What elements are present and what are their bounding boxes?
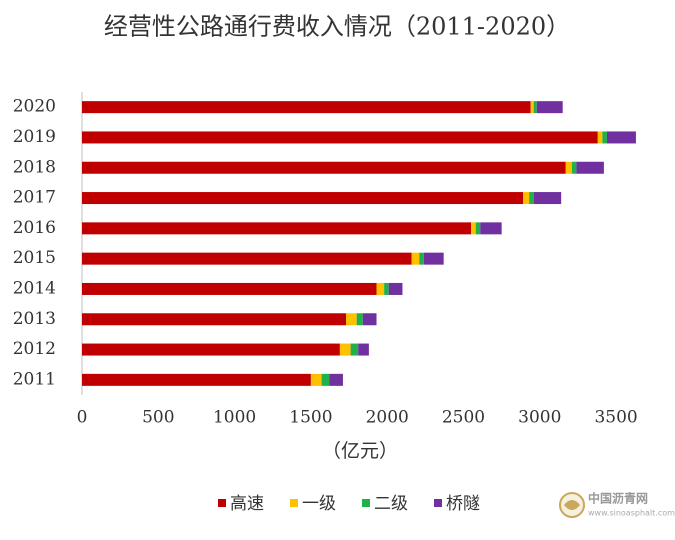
chart-title: 经营性公路通行费收入情况（2011-2020） [104,13,570,41]
legend-label: 桥隧 [446,494,480,514]
bar-segment [376,282,385,295]
legend-label: 高速 [230,494,264,514]
y-tick-label: 2011 [13,369,56,389]
bar-segment [571,161,577,174]
watermark-name: 中国沥青网 [588,491,648,506]
bar-segment [565,161,572,174]
y-tick-label: 2019 [13,127,56,147]
legend-swatch [290,499,298,507]
bar-segment [350,343,359,356]
watermark: 中国沥青网 www.sinoasphalt.com [559,491,675,518]
bar-segment [362,313,377,326]
bar-segment [606,131,636,144]
bar-segment [530,101,534,114]
x-tick-label: 3500 [594,408,637,428]
bar-segment [82,313,346,326]
x-tick-label: 2500 [442,408,485,428]
bar-segment [523,192,530,205]
bar-segment [339,343,351,356]
bar-segment [533,101,537,114]
x-tick-label: 3000 [518,408,561,428]
bar-segment [82,222,472,235]
bar-segment [82,343,340,356]
bar-segment [356,313,363,326]
bar-segment [82,282,377,295]
y-tick-label: 2012 [13,339,56,359]
y-tick-label: 2020 [13,97,56,117]
bar-segment [602,131,607,144]
watermark-logo-mark [564,500,580,510]
x-tick-label: 0 [77,408,88,428]
bar-segment [529,192,534,205]
x-tick-label: 1000 [213,408,256,428]
bar-segment [480,222,502,235]
bar-segment [384,282,389,295]
x-axis-label: （亿元） [322,440,398,462]
bar-segment [536,101,563,114]
y-tick-label: 2017 [13,188,56,208]
legend-swatch [434,499,442,507]
legend-label: 一级 [302,494,336,514]
y-tick-label: 2016 [13,218,56,238]
bar-segment [345,313,357,326]
legend-label: 二级 [374,494,408,514]
y-tick-label: 2015 [13,248,56,268]
y-tick-label: 2013 [13,309,56,329]
x-tick-label: 500 [142,408,174,428]
bar-segment [411,252,420,265]
bar-segment [329,373,343,386]
legend-swatch [218,499,226,507]
bar-segment [82,252,412,265]
y-tick-label: 2018 [13,157,56,177]
bar-segment [388,282,403,295]
bar-segment [82,192,524,205]
bar-segment [471,222,476,235]
bar-segment [533,192,562,205]
bar-segment [321,373,330,386]
legend-swatch [362,499,370,507]
bar-segment [82,131,598,144]
bar-segment [597,131,603,144]
watermark-url: www.sinoasphalt.com [588,509,675,518]
bar-segment [82,101,531,114]
bar-segment [358,343,369,356]
bar-segment [419,252,424,265]
bar-segment [576,161,604,174]
x-tick-label: 1500 [289,408,332,428]
bar-segment [423,252,444,265]
y-tick-label: 2014 [13,278,56,298]
bar-segment [82,161,566,174]
bar-segment [82,373,311,386]
bar-segment [310,373,322,386]
x-tick-label: 2000 [366,408,409,428]
bar-segment [475,222,481,235]
